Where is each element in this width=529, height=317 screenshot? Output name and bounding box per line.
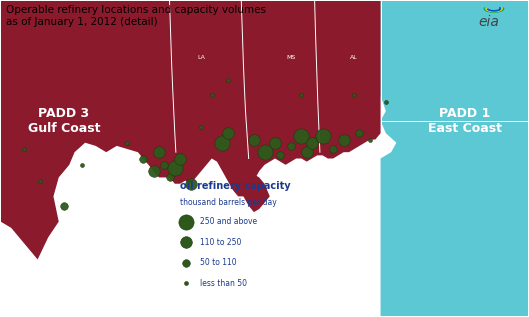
Point [176, 156, 184, 161]
Point [20, 146, 29, 152]
Point [182, 281, 190, 286]
Point [123, 140, 132, 145]
Point [197, 124, 205, 129]
Point [182, 260, 190, 265]
Text: less than 50: less than 50 [200, 279, 247, 288]
Point [207, 93, 216, 98]
Text: PADD 1
East Coast: PADD 1 East Coast [428, 107, 502, 135]
Point [182, 219, 190, 224]
Text: PADD 3
Gulf Coast: PADD 3 Gulf Coast [28, 107, 101, 135]
Point [366, 137, 374, 142]
Point [276, 153, 285, 158]
Text: LA: LA [197, 55, 205, 60]
Text: AL: AL [350, 55, 358, 60]
Polygon shape [380, 1, 528, 316]
Point [271, 140, 279, 145]
Text: MS: MS [286, 55, 296, 60]
Text: 250 and above: 250 and above [200, 217, 257, 226]
Point [36, 178, 44, 183]
Point [350, 93, 359, 98]
Text: 110 to 250: 110 to 250 [200, 238, 242, 247]
Point [355, 131, 364, 136]
Point [150, 169, 158, 174]
Point [308, 140, 316, 145]
Point [297, 134, 306, 139]
Point [223, 77, 232, 82]
Point [186, 181, 195, 186]
Point [155, 150, 163, 155]
Point [78, 162, 87, 167]
Point [170, 165, 179, 171]
Point [250, 137, 258, 142]
Text: oil refinery capacity: oil refinery capacity [180, 181, 291, 191]
Point [329, 146, 338, 152]
Polygon shape [1, 1, 380, 260]
Point [160, 162, 168, 167]
Point [182, 240, 190, 245]
Text: 50 to 110: 50 to 110 [200, 258, 237, 267]
Point [165, 175, 174, 180]
Point [381, 99, 390, 104]
Text: eia: eia [479, 15, 499, 29]
Text: GA: GA [439, 36, 449, 41]
Point [218, 140, 226, 145]
Text: Operable refinery locations and capacity volumes
as of January 1, 2012 (detail): Operable refinery locations and capacity… [6, 5, 266, 27]
Point [340, 137, 348, 142]
Point [297, 93, 306, 98]
Point [287, 143, 295, 148]
Point [139, 156, 148, 161]
Point [223, 131, 232, 136]
Polygon shape [227, 174, 270, 212]
Point [60, 203, 68, 208]
Text: thousand barrels per day: thousand barrels per day [180, 198, 277, 207]
Point [318, 134, 327, 139]
Point [303, 150, 311, 155]
Point [260, 150, 269, 155]
